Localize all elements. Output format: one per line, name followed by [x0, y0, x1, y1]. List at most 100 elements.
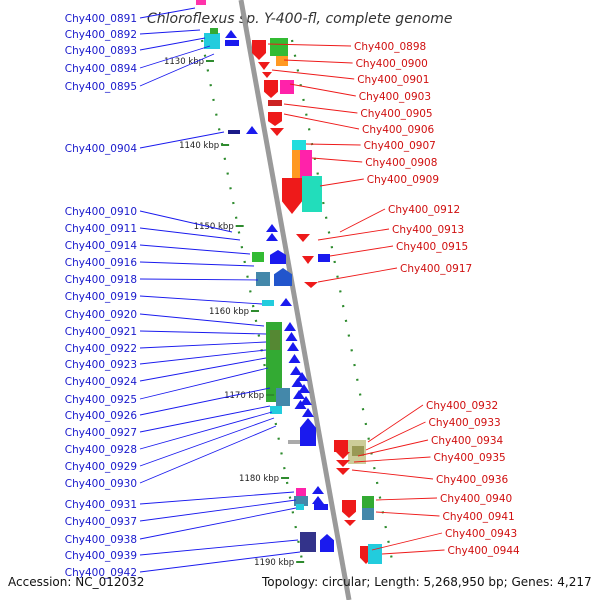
right-callouts: Chy400_0898 Chy400_0900 Chy400_0901 Chy400_… [267, 41, 520, 557]
gene-feature [284, 322, 296, 331]
callout-line [139, 411, 273, 450]
scale-mark-label: 1150 kbp [194, 222, 234, 232]
gene-label-right: Chy400_0903 [359, 91, 431, 103]
gene-label-left: Chy400_0918 [65, 274, 137, 286]
scale-mark-label: 1130 kbp [164, 57, 204, 67]
gene-feature [362, 508, 374, 520]
gene-label-right: Chy400_0905 [360, 108, 432, 120]
callout-line [139, 499, 297, 522]
callout-line [139, 53, 215, 87]
callout-line [329, 245, 394, 257]
callout-line [351, 469, 434, 480]
callout-line [139, 349, 267, 365]
gene-label-right: Chy400_0909 [367, 174, 439, 186]
callout-line [139, 227, 241, 241]
gene-feature [298, 150, 312, 178]
gene-feature [280, 80, 294, 94]
gene-feature [225, 30, 237, 38]
callout-line [371, 532, 443, 551]
scale-mark-label: 1190 kbp [254, 558, 294, 568]
callout-line [139, 131, 225, 149]
gene-feature [288, 440, 300, 444]
gene-feature [252, 40, 266, 60]
callout-line [139, 417, 275, 467]
gene-feature [336, 452, 350, 459]
callout-line [305, 143, 361, 146]
callout-line [139, 244, 251, 255]
gene-label-right: Chy400_0935 [434, 452, 506, 464]
gene-label-left: Chy400_0893 [65, 45, 137, 57]
gene-label-right: Chy400_0932 [426, 400, 498, 412]
gene-label-right: Chy400_0912 [388, 204, 460, 216]
gene-feature [314, 504, 328, 510]
scale-mark-label: 1160 kbp [209, 307, 249, 317]
gene-label-right: Chy400_0907 [364, 140, 436, 152]
gene-feature [296, 234, 310, 242]
callout-line [289, 83, 356, 97]
gene-feature [318, 254, 330, 262]
gene-feature [320, 534, 334, 552]
gene-label-right: Chy400_0936 [436, 474, 509, 486]
gene-feature [368, 544, 382, 564]
gene-feature [362, 496, 374, 508]
gene-label-left: Chy400_0927 [65, 427, 137, 439]
gene-label-left: Chy400_0924 [65, 376, 138, 388]
gene-feature [258, 62, 270, 70]
gene-label-right: Chy400_0943 [445, 528, 517, 540]
gene-feature [312, 486, 324, 494]
gene-feature [288, 354, 301, 363]
gene-feature [302, 408, 314, 417]
gene-feature [334, 440, 348, 452]
gene-feature [270, 250, 286, 264]
callout-line [139, 405, 271, 433]
gene-feature [270, 330, 280, 350]
callout-line [139, 7, 196, 19]
gene-feature [228, 130, 240, 134]
callout-line [139, 425, 277, 484]
gene-label-left: Chy400_0923 [65, 359, 137, 371]
callout-line [375, 497, 438, 501]
callout-line [381, 549, 445, 555]
callout-line [339, 208, 386, 233]
gene-feature [274, 268, 292, 286]
gene-feature [292, 150, 300, 180]
gene-label-left: Chy400_0937 [65, 516, 137, 528]
gene-label-left: Chy400_0930 [65, 478, 137, 490]
gene-feature [280, 298, 292, 306]
gene-feature [294, 496, 308, 506]
callout-line [283, 59, 353, 64]
gene-label-right: Chy400_0915 [396, 241, 468, 253]
gene-label-left: Chy400_0914 [65, 240, 138, 252]
callout-line [139, 367, 269, 400]
gene-label-left: Chy400_0929 [65, 461, 137, 473]
genome-summary-text: Topology: circular; Length: 5,268,950 bp… [261, 575, 592, 589]
callout-line [319, 178, 364, 187]
callout-line [139, 330, 267, 335]
gene-label-left: Chy400_0928 [65, 444, 137, 456]
gene-feature [304, 282, 318, 288]
gene-feature [268, 112, 282, 126]
gene-label-left: Chy400_0919 [65, 291, 137, 303]
gene-feature [225, 40, 239, 46]
callout-line [311, 157, 363, 163]
gene-feature [268, 100, 282, 106]
gene-feature [296, 504, 304, 510]
gene-label-left: Chy400_0892 [65, 29, 137, 41]
gene-feature [270, 406, 282, 414]
gene-label-left: Chy400_0921 [65, 326, 137, 338]
map-title: Chloroflexus sp. Y-400-fl, complete geno… [147, 11, 453, 27]
gene-label-right: Chy400_0917 [400, 263, 472, 275]
gene-feature [336, 468, 350, 475]
gene-label-right: Chy400_0913 [392, 224, 464, 236]
gene-label-left: Chy400_0938 [65, 534, 137, 546]
gene-feature [270, 38, 288, 56]
callout-line [283, 103, 358, 114]
callout-line [139, 387, 271, 416]
gene-feature [293, 390, 305, 399]
gene-feature [352, 446, 364, 456]
callout-line [139, 551, 301, 573]
gene-label-left: Chy400_0904 [65, 143, 138, 155]
callout-line [375, 511, 440, 517]
gene-feature [291, 378, 304, 387]
gene-label-right: Chy400_0901 [357, 74, 429, 86]
